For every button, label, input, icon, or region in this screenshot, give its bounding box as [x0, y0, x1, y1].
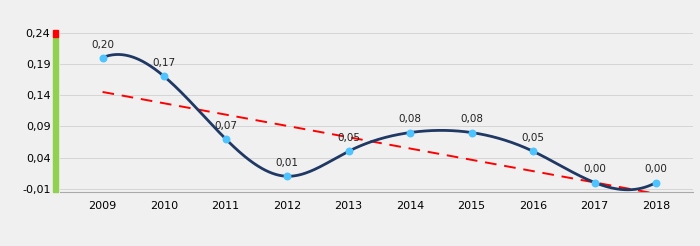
Text: 0,01: 0,01: [276, 158, 299, 168]
Point: [97, 56, 108, 60]
Text: 0,17: 0,17: [153, 58, 176, 68]
Point: [528, 149, 539, 153]
Text: 0,05: 0,05: [337, 133, 360, 143]
Point: [405, 131, 416, 135]
Point: [589, 181, 600, 184]
Text: 0,07: 0,07: [214, 121, 237, 131]
Point: [220, 137, 231, 141]
Text: 0,08: 0,08: [398, 114, 421, 124]
Text: 0,08: 0,08: [460, 114, 483, 124]
Point: [281, 174, 293, 178]
Text: 0,05: 0,05: [522, 133, 545, 143]
Text: 0,00: 0,00: [583, 164, 606, 174]
Text: 0,00: 0,00: [645, 164, 668, 174]
Point: [466, 131, 477, 135]
Point: [158, 74, 169, 78]
Text: 0,20: 0,20: [91, 40, 114, 49]
Point: [650, 181, 662, 184]
Point: [343, 149, 354, 153]
